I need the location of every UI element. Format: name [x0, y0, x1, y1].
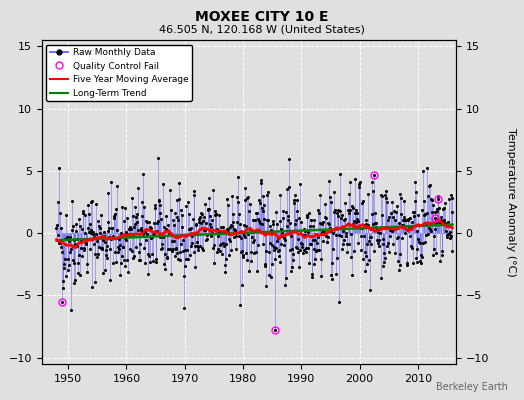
Y-axis label: Temperature Anomaly (°C): Temperature Anomaly (°C) [506, 128, 516, 276]
Legend: Raw Monthly Data, Quality Control Fail, Five Year Moving Average, Long-Term Tren: Raw Monthly Data, Quality Control Fail, … [47, 44, 192, 101]
Text: 46.505 N, 120.168 W (United States): 46.505 N, 120.168 W (United States) [159, 25, 365, 35]
Text: Berkeley Earth: Berkeley Earth [436, 382, 508, 392]
Text: MOXEE CITY 10 E: MOXEE CITY 10 E [195, 10, 329, 24]
